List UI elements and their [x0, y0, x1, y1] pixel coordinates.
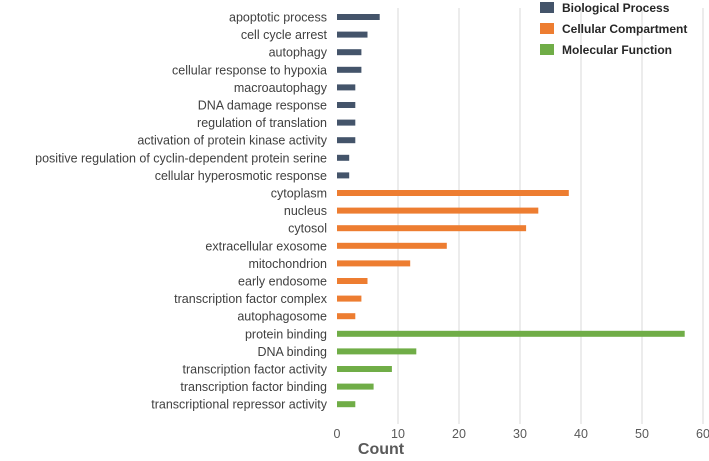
category-label: regulation of translation — [197, 116, 327, 130]
legend-swatch — [540, 2, 554, 13]
x-tick-label: 20 — [452, 427, 466, 441]
category-label: cellular response to hypoxia — [172, 63, 327, 77]
bar-mitochondrion — [337, 260, 411, 267]
category-label: nucleus — [284, 204, 327, 218]
category-label: DNA damage response — [198, 99, 327, 113]
category-label: early endosome — [238, 275, 327, 289]
bar-transcriptional-repressor-activity — [337, 401, 356, 408]
bar-cytosol — [337, 225, 527, 232]
bar-protein-binding — [337, 330, 685, 337]
bar-dna-damage-response — [337, 102, 356, 108]
bar-regulation-of-translation — [337, 119, 356, 126]
x-axis-title: Count — [358, 441, 405, 456]
legend-swatch — [540, 23, 554, 34]
category-label: transcription factor binding — [180, 380, 327, 394]
category-label: autophagy — [269, 46, 328, 60]
category-label: macroautophagy — [234, 81, 328, 95]
bar-cell-cycle-arrest — [337, 31, 368, 38]
x-tick-label: 40 — [574, 427, 588, 441]
legend-swatch — [540, 44, 554, 55]
bar-macroautophagy — [337, 84, 356, 91]
x-tick-label: 50 — [635, 427, 649, 441]
bar-transcription-factor-complex — [337, 295, 362, 302]
category-label: transcriptional repressor activity — [151, 398, 328, 412]
category-label: DNA binding — [258, 345, 328, 359]
bar-transcription-factor-activity — [337, 366, 392, 372]
category-label: mitochondrion — [248, 257, 327, 271]
bar-cellular-response-to-hypoxia — [337, 66, 362, 73]
x-tick-label: 60 — [696, 427, 709, 441]
bar-cytoplasm — [337, 190, 569, 196]
category-label: cytosol — [288, 222, 327, 236]
category-label: cell cycle arrest — [241, 28, 328, 42]
category-label: extracellular exosome — [205, 239, 327, 253]
legend-label: Cellular Compartment — [562, 22, 687, 36]
category-label: cellular hyperosmotic response — [155, 169, 327, 183]
category-label: protein binding — [245, 327, 327, 341]
category-label: activation of protein kinase activity — [137, 134, 327, 148]
bar-autophagy — [337, 49, 362, 56]
bar-autophagosome — [337, 313, 356, 320]
category-label: transcription factor complex — [174, 292, 328, 306]
bar-early-endosome — [337, 278, 368, 284]
category-label: positive regulation of cyclin-dependent … — [35, 151, 327, 165]
bar-dna-binding — [337, 348, 417, 355]
bar-activation-of-protein-kinase-activity — [337, 137, 356, 144]
bar-transcription-factor-binding — [337, 383, 374, 390]
bar-nucleus — [337, 207, 539, 214]
legend-label: Molecular Function — [562, 43, 672, 57]
category-label: transcription factor activity — [183, 363, 328, 377]
bar-apoptotic-process — [337, 14, 380, 20]
x-tick-label: 30 — [513, 427, 527, 441]
x-tick-label: 0 — [334, 427, 341, 441]
category-label: apoptotic process — [229, 11, 327, 25]
x-tick-label: 10 — [391, 427, 405, 441]
legend: Biological Process Cellular Compartment Mo… — [540, 1, 687, 57]
legend-label: Biological Process — [562, 1, 670, 15]
category-label: cytoplasm — [271, 187, 327, 201]
bars — [337, 14, 685, 408]
bar-extracellular-exosome — [337, 242, 447, 249]
category-labels: apoptotic process cell cycle arrest autoph… — [35, 11, 328, 412]
category-label: autophagosome — [237, 310, 327, 324]
gridlines — [397, 8, 704, 424]
bar-positive-regulation-of-cyclin-dependent-protein-serine — [337, 154, 350, 161]
x-tick-labels: 0 10 20 30 40 50 60 — [334, 427, 709, 441]
bar-cellular-hyperosmotic-response — [337, 172, 350, 179]
